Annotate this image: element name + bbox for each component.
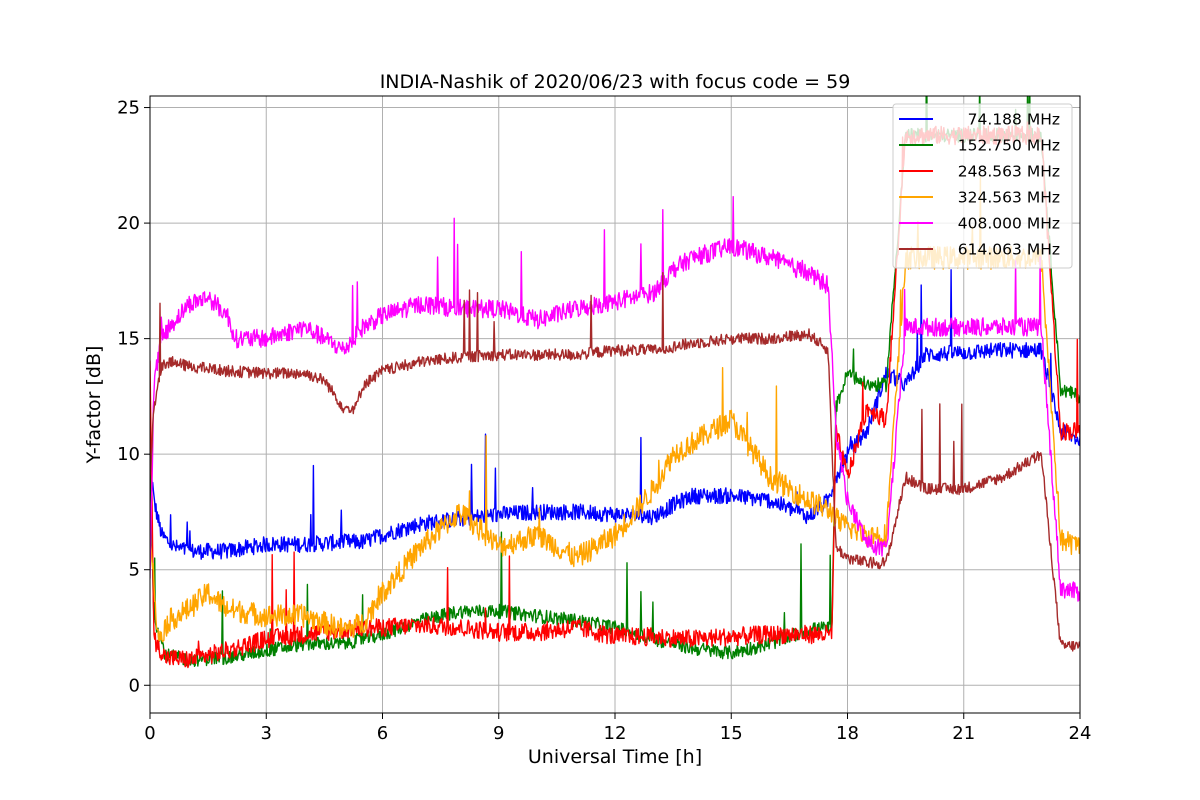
series-line-4 bbox=[150, 196, 1080, 602]
legend: 74.188 MHz 152.750 MHz 248.563 MHz 324.563 … bbox=[892, 103, 1073, 269]
x-tick-label: 9 bbox=[493, 723, 504, 744]
legend-box bbox=[892, 103, 1073, 269]
x-tick-label: 0 bbox=[144, 723, 155, 744]
legend-label: 324.563 MHz bbox=[958, 189, 1060, 207]
x-tick-label: 21 bbox=[952, 723, 975, 744]
chart-title: INDIA-Nashik of 2020/06/23 with focus co… bbox=[380, 71, 851, 93]
y-tick-label: 10 bbox=[117, 444, 140, 465]
x-tick-label: 18 bbox=[836, 723, 859, 744]
x-tick-label: 15 bbox=[720, 723, 743, 744]
legend-label: 248.563 MHz bbox=[958, 163, 1060, 181]
legend-label: 614.063 MHz bbox=[958, 241, 1060, 259]
x-tick-label: 12 bbox=[604, 723, 627, 744]
x-axis-label: Universal Time [h] bbox=[528, 746, 702, 768]
axis-ticks: 0 3 6 9 12 15 18 21 24 0 5 10 15 20 25 bbox=[117, 98, 1091, 744]
y-tick-label: 20 bbox=[117, 213, 140, 234]
legend-label: 408.000 MHz bbox=[958, 215, 1060, 233]
y-tick-label: 25 bbox=[117, 98, 140, 119]
y-axis-label: Y-factor [dB] bbox=[83, 346, 105, 465]
series-line-5 bbox=[150, 272, 1080, 652]
x-tick-label: 24 bbox=[1069, 723, 1092, 744]
legend-label: 152.750 MHz bbox=[958, 137, 1060, 155]
y-tick-label: 0 bbox=[129, 675, 140, 696]
x-tick-label: 6 bbox=[377, 723, 388, 744]
x-tick-label: 3 bbox=[261, 723, 272, 744]
y-tick-label: 5 bbox=[129, 560, 140, 581]
y-tick-label: 15 bbox=[117, 329, 140, 350]
legend-label: 74.188 MHz bbox=[968, 111, 1060, 129]
series-line-0 bbox=[150, 269, 1080, 560]
